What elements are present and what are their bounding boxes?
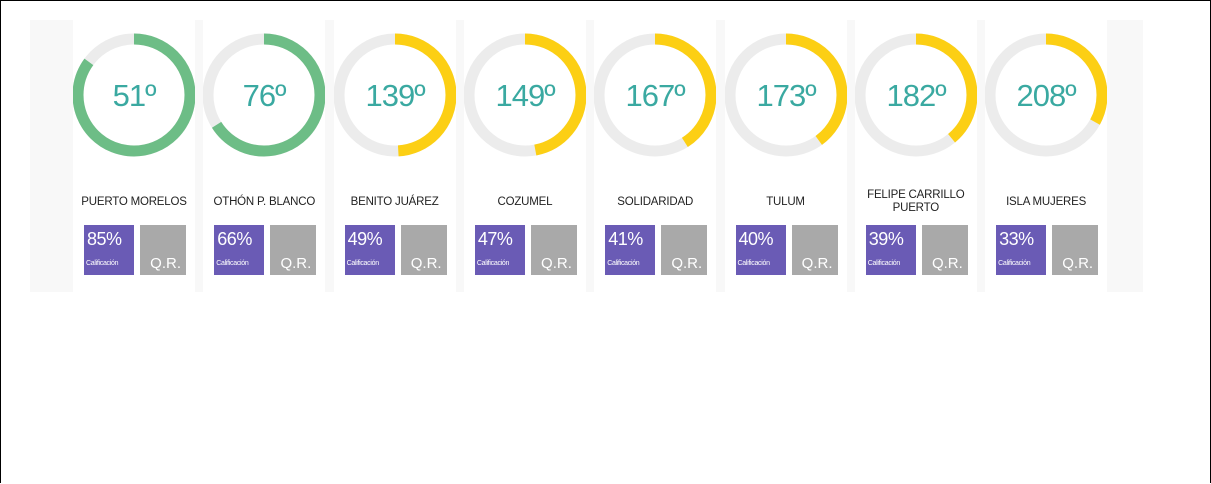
rank: 173º: [756, 78, 816, 113]
municipality-name: FELIPE CARRILLO PUERTO: [867, 189, 965, 214]
state-label: Q.R.: [931, 255, 963, 272]
card: 149º COZUMEL 47% Calificación Q.R.: [463, 20, 586, 292]
rank: 182º: [886, 78, 946, 113]
card: 139º BENITO JUÁREZ 49% Calificación Q.R.: [333, 20, 456, 292]
score-box: 40% Calificación: [735, 225, 786, 275]
ring-arc: [854, 33, 977, 157]
state-box: Q.R.: [791, 225, 838, 275]
state-label: Q.R.: [280, 255, 312, 272]
municipality-name: PUERTO MORELOS: [81, 195, 187, 208]
rank: 167º: [626, 78, 686, 113]
rank: 208º: [1017, 78, 1077, 113]
state-label: Q.R.: [541, 255, 572, 272]
score-value: 40%: [738, 229, 774, 249]
score-value: 41%: [608, 229, 643, 249]
rank: 51º: [113, 78, 156, 113]
ring: 182º: [854, 33, 977, 157]
municipality-name: ISLA MUJERES: [1006, 195, 1087, 208]
ring: 76º: [203, 33, 326, 157]
state-label: Q.R.: [410, 255, 442, 272]
score-box: 33% Calificación: [996, 225, 1047, 275]
rank: 139º: [365, 78, 425, 113]
ring-arc: [724, 33, 847, 157]
score-value: 85%: [87, 229, 122, 249]
state-box: Q.R.: [530, 225, 577, 275]
ring-arc: [594, 33, 717, 157]
ring: 149º: [463, 33, 586, 157]
score-caption: Calificación: [346, 260, 380, 267]
score-value: 47%: [477, 229, 513, 249]
card: 51º PUERTO MORELOS 85% Calificación Q.R.: [73, 20, 195, 292]
state-label: Q.R.: [801, 255, 833, 272]
card: 173º TULUM 40% Calificación Q.R.: [724, 20, 847, 292]
score-box: 39% Calificación: [865, 225, 916, 275]
municipality-name: TULUM: [766, 195, 805, 208]
ring-arc: [463, 33, 586, 157]
state-box: Q.R.: [921, 225, 968, 275]
score-box: 49% Calificación: [344, 225, 395, 275]
rank: 149º: [495, 78, 555, 113]
state-box: Q.R.: [1052, 225, 1099, 275]
score-value: 33%: [999, 229, 1034, 249]
ring: 139º: [333, 33, 456, 157]
panel: 51º PUERTO MORELOS 85% Calificación Q.R. 76º O…: [30, 20, 1143, 292]
ring: 51º: [73, 33, 195, 157]
state-box: Q.R.: [661, 225, 708, 275]
card: 167º SOLIDARIDAD 41% Calificación Q.R.: [594, 20, 717, 292]
ring-arc: [203, 33, 326, 157]
ring: 208º: [985, 33, 1108, 157]
card: 182º FELIPE CARRILLO PUERTO 39% Calificació…: [854, 20, 977, 292]
score-value: 39%: [868, 229, 904, 249]
ring-arc: [985, 33, 1108, 157]
municipality-name: BENITO JUÁREZ: [350, 195, 439, 208]
municipality-name: SOLIDARIDAD: [617, 195, 694, 208]
ring-arc: [73, 33, 195, 157]
score-box: 41% Calificación: [605, 225, 656, 275]
score-caption: Calificación: [607, 260, 640, 267]
ring-arc: [333, 33, 456, 157]
score-value: 66%: [217, 229, 252, 249]
score-box: 66% Calificación: [214, 225, 265, 275]
score-caption: Calificación: [737, 260, 771, 267]
score-caption: Calificación: [476, 260, 510, 267]
state-box: Q.R.: [400, 225, 447, 275]
state-label: Q.R.: [671, 255, 703, 272]
score-value: 49%: [347, 229, 383, 249]
state-label: Q.R.: [1062, 255, 1094, 272]
state-label: Q.R.: [150, 255, 181, 272]
rank: 76º: [243, 78, 286, 113]
card: 208º ISLA MUJERES 33% Calificación Q.R.: [985, 20, 1108, 292]
score-caption: Calificación: [998, 260, 1031, 267]
municipality-name: OTHÓN P. BLANCO: [213, 195, 316, 208]
municipality-name: COZUMEL: [497, 195, 553, 208]
score-box: 47% Calificación: [474, 225, 525, 275]
ring: 173º: [724, 33, 847, 157]
card: 76º OTHÓN P. BLANCO 66% Calificación Q.R.: [203, 20, 326, 292]
score-box: 85% Calificación: [84, 225, 134, 275]
score-caption: Calificación: [216, 260, 249, 267]
state-box: Q.R.: [140, 225, 186, 275]
state-box: Q.R.: [270, 225, 317, 275]
score-caption: Calificación: [86, 260, 119, 267]
ring: 167º: [594, 33, 717, 157]
score-caption: Calificación: [867, 260, 901, 267]
